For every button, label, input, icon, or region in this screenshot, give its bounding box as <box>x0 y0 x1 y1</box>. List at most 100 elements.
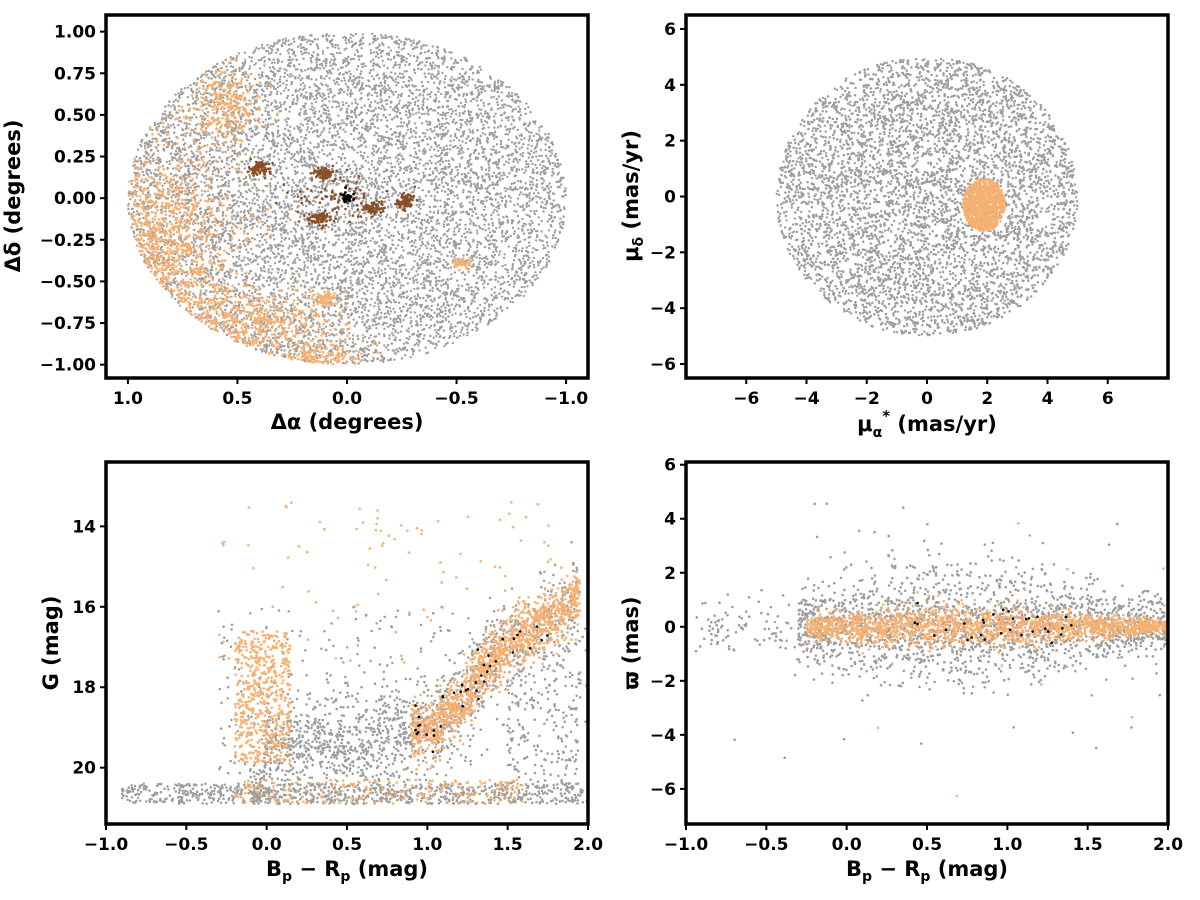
field-star <box>524 182 527 185</box>
field-star <box>465 180 468 183</box>
field-star <box>475 256 478 259</box>
field-star <box>494 259 497 263</box>
field-star <box>465 137 468 140</box>
field-star <box>454 113 458 116</box>
field-star <box>321 149 324 152</box>
field-star <box>364 202 368 205</box>
field-star <box>149 149 153 152</box>
field-star <box>514 294 517 298</box>
field-star <box>476 232 479 235</box>
field-star <box>520 285 523 289</box>
field-star <box>477 152 481 155</box>
field-star <box>540 219 543 223</box>
field-star <box>321 121 324 125</box>
field-star <box>355 256 358 259</box>
field-star <box>262 276 265 279</box>
field-star <box>269 147 273 150</box>
field-star <box>339 342 342 345</box>
field-star <box>184 164 187 168</box>
field-star <box>441 125 444 128</box>
field-star <box>284 272 287 275</box>
field-star <box>387 231 390 234</box>
field-star <box>470 286 473 289</box>
field-star <box>164 210 167 213</box>
field-star <box>381 191 384 194</box>
field-star <box>302 268 306 272</box>
field-star <box>358 210 361 214</box>
field-star <box>564 187 567 190</box>
field-star <box>433 129 436 132</box>
field-star <box>384 251 388 254</box>
field-star <box>457 86 461 89</box>
field-star <box>286 73 289 77</box>
field-star <box>255 192 259 195</box>
field-star <box>455 136 458 140</box>
field-star <box>397 163 400 166</box>
field-star <box>380 157 383 160</box>
field-star <box>317 256 320 260</box>
field-star <box>496 126 500 129</box>
field-star <box>390 35 393 38</box>
field-star <box>350 109 353 113</box>
field-star <box>472 198 475 202</box>
field-star <box>422 199 425 202</box>
field-star <box>443 86 447 89</box>
field-star <box>236 211 239 214</box>
field-star <box>328 34 331 38</box>
field-star <box>241 196 244 199</box>
field-star <box>245 134 248 138</box>
field-star <box>476 86 479 89</box>
field-star <box>224 171 228 174</box>
field-star <box>331 148 335 151</box>
field-star <box>527 165 530 168</box>
field-star <box>488 116 491 120</box>
field-star <box>289 277 293 280</box>
field-star <box>439 133 442 136</box>
field-star <box>378 48 381 52</box>
field-star <box>411 97 415 101</box>
field-star <box>350 240 354 244</box>
field-star <box>238 184 241 187</box>
field-star <box>469 317 472 320</box>
field-star <box>303 160 307 163</box>
field-star <box>358 283 362 286</box>
field-star <box>395 283 398 286</box>
field-star <box>327 164 331 167</box>
field-star <box>394 61 397 64</box>
field-star <box>533 210 536 213</box>
field-star <box>550 225 553 228</box>
field-star <box>430 304 433 308</box>
field-star <box>296 45 300 48</box>
field-star <box>157 169 160 172</box>
field-star <box>554 229 557 232</box>
field-star <box>446 147 449 151</box>
field-star <box>190 241 194 244</box>
field-star <box>441 160 445 164</box>
field-star <box>156 149 160 152</box>
field-star <box>345 231 348 234</box>
field-star <box>398 66 401 69</box>
field-star <box>424 194 428 197</box>
field-star <box>431 289 434 293</box>
field-star <box>130 182 133 186</box>
field-star <box>191 91 195 94</box>
field-star <box>416 273 419 276</box>
field-star <box>264 95 267 98</box>
field-star <box>240 160 243 163</box>
field-star <box>437 279 441 283</box>
field-star <box>286 49 289 52</box>
field-star <box>326 115 329 118</box>
field-star <box>264 118 267 121</box>
field-star <box>322 129 325 132</box>
field-star <box>202 175 206 178</box>
field-star <box>235 89 238 93</box>
field-star <box>455 185 458 188</box>
field-star <box>391 239 394 242</box>
field-star <box>512 285 515 288</box>
field-star <box>344 238 348 241</box>
field-star <box>301 251 305 254</box>
field-star <box>328 334 331 337</box>
field-star <box>367 192 370 196</box>
field-star <box>377 281 380 285</box>
field-star <box>350 263 353 266</box>
